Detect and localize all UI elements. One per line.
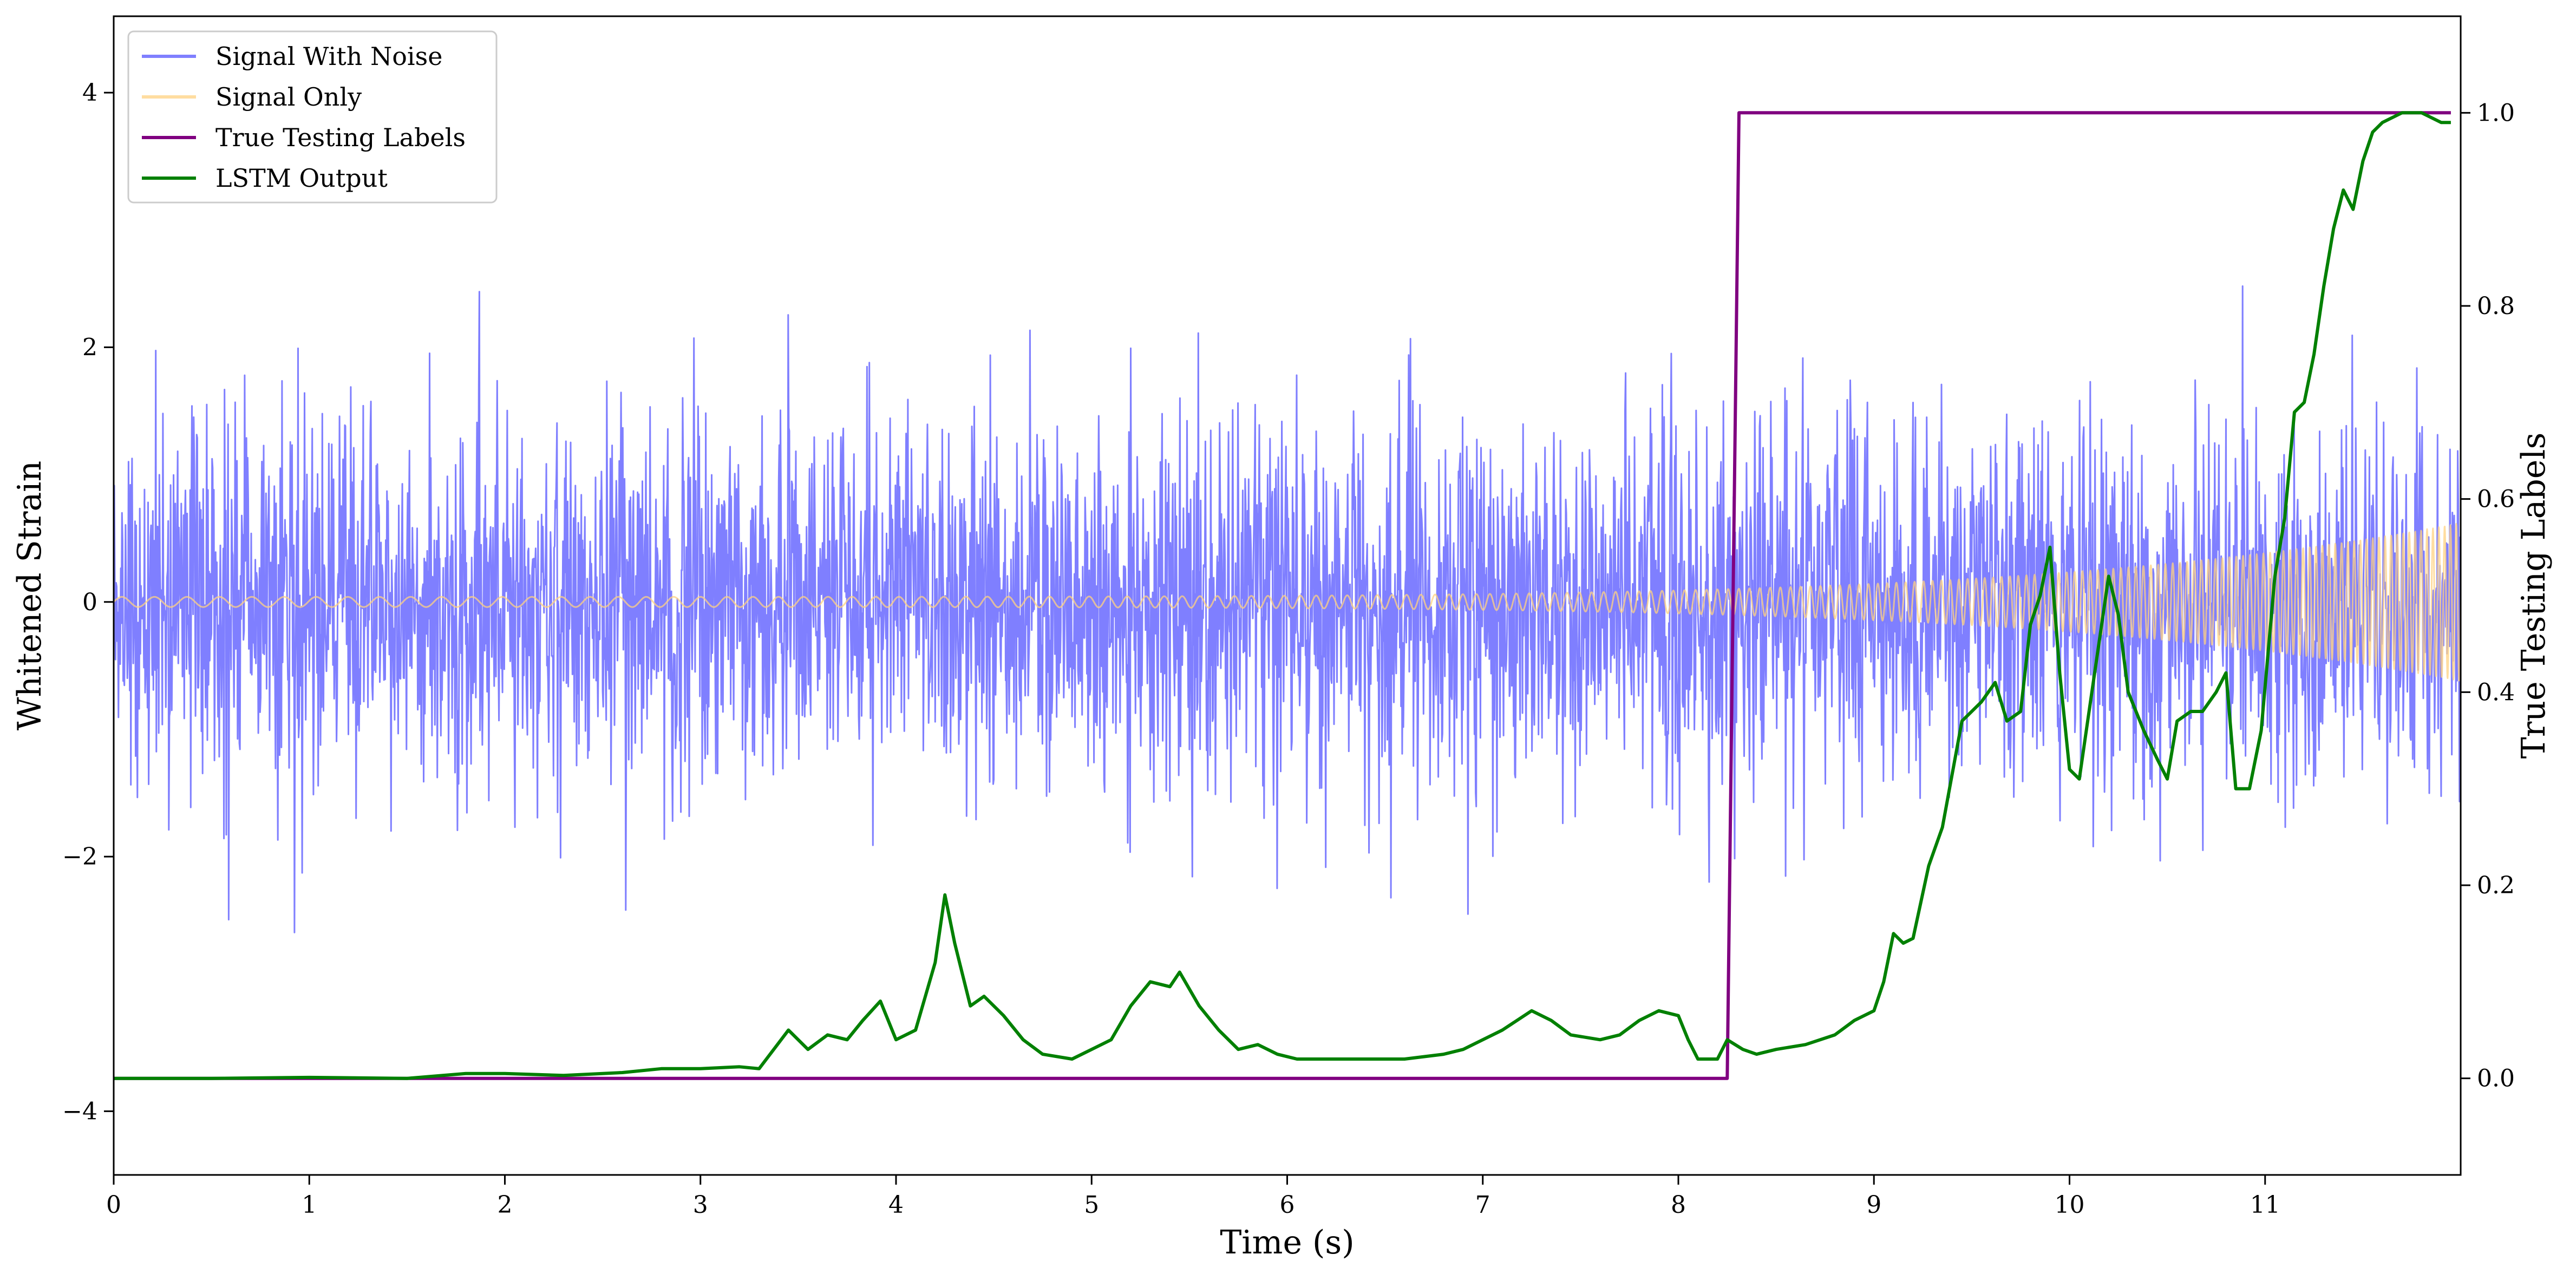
legend-label-true-testing-labels: True Testing Labels: [215, 123, 466, 152]
series-signal-only-line: [114, 523, 2461, 682]
y-right-tick-label: 0.6: [2477, 486, 2515, 513]
x-tick-label: 11: [2250, 1191, 2280, 1219]
y-axis-right-label: True Testing Labels: [2515, 433, 2553, 759]
y-right-tick-label: 0.4: [2477, 678, 2515, 706]
y-left-tick-label: −2: [62, 843, 97, 871]
y-left-tick-label: 4: [82, 79, 97, 107]
x-tick-label: 10: [2055, 1191, 2085, 1219]
x-tick-label: 4: [888, 1191, 904, 1219]
x-tick-label: 2: [498, 1191, 513, 1219]
x-tick-label: 7: [1475, 1191, 1490, 1219]
series-true-testing-labels-line: [114, 111, 2451, 1080]
y-left-tick-label: 2: [82, 334, 97, 361]
plot-area: [114, 111, 2461, 1080]
x-tick-label: 3: [693, 1191, 708, 1219]
legend-label-lstm-output: LSTM Output: [215, 164, 388, 193]
legend-box: [127, 30, 498, 204]
tick-group: 0 1 2 3 4 5 6 7 8 9 10 11 −4 −2 0 2 4 0.0 0.2 0.4 0.6 0.8 1.0: [62, 79, 2515, 1219]
y-axis-left-label: Whitened Strain: [11, 461, 49, 730]
x-tick-label: 9: [1866, 1191, 1881, 1219]
y-right-tick-label: 0.0: [2477, 1065, 2515, 1093]
y-right-tick-label: 1.0: [2477, 99, 2515, 127]
legend: Signal With Noise Signal Only True Testi…: [127, 30, 498, 204]
x-tick-label: 8: [1671, 1191, 1686, 1219]
x-tick-label: 0: [106, 1191, 121, 1219]
x-tick-label: 5: [1084, 1191, 1099, 1219]
legend-label-signal-only: Signal Only: [215, 82, 362, 112]
series-signal-with-noise-line: [114, 285, 2461, 933]
y-left-tick-label: 0: [82, 589, 97, 616]
series-lstm-output-line: [114, 111, 2451, 1080]
y-right-tick-label: 0.2: [2477, 872, 2515, 899]
y-left-tick-label: −4: [62, 1097, 97, 1125]
x-axis-label: Time (s): [1220, 1224, 1354, 1262]
x-tick-label: 6: [1280, 1191, 1295, 1219]
y-right-tick-label: 0.8: [2477, 292, 2515, 320]
x-tick-label: 1: [302, 1191, 317, 1219]
legend-label-signal-with-noise: Signal With Noise: [215, 42, 442, 71]
